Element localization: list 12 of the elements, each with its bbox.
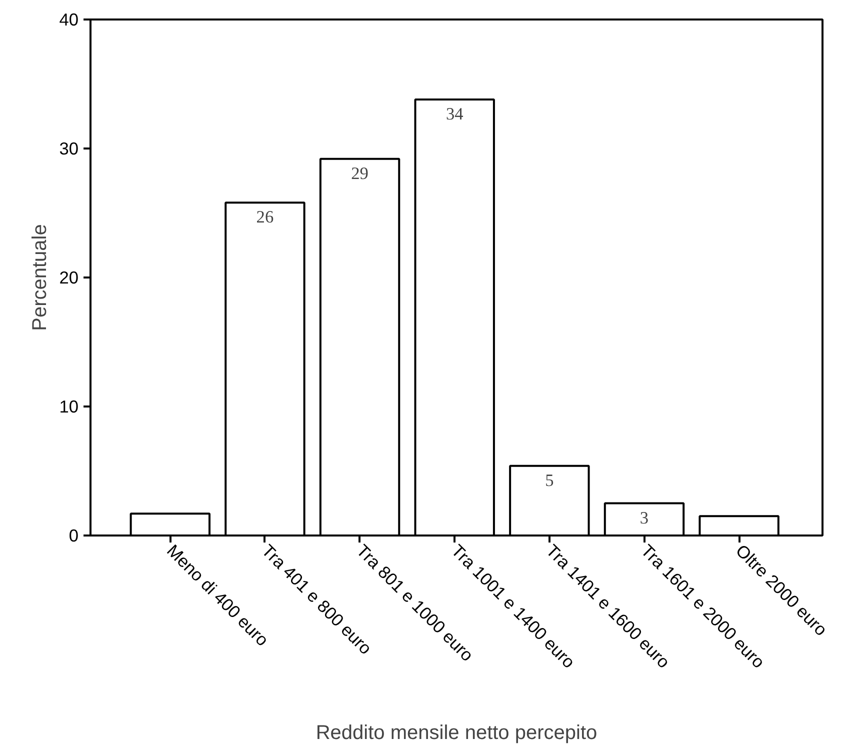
y-axis-title: Percentuale (29, 224, 52, 331)
y-tick-label: 30 (59, 138, 79, 158)
data-label: 34 (446, 104, 464, 124)
y-tick-label: 40 (59, 10, 79, 30)
data-label: 26 (256, 208, 274, 227)
data-label: 5 (545, 470, 554, 490)
y-tick-label: 20 (59, 268, 79, 288)
y-tick-label: 10 (59, 396, 79, 416)
data-label: 3 (640, 508, 649, 528)
y-tick-label: 0 (68, 526, 79, 546)
data-label: 29 (351, 164, 368, 183)
x-axis-title: Reddito mensile netto percepito (316, 722, 598, 744)
